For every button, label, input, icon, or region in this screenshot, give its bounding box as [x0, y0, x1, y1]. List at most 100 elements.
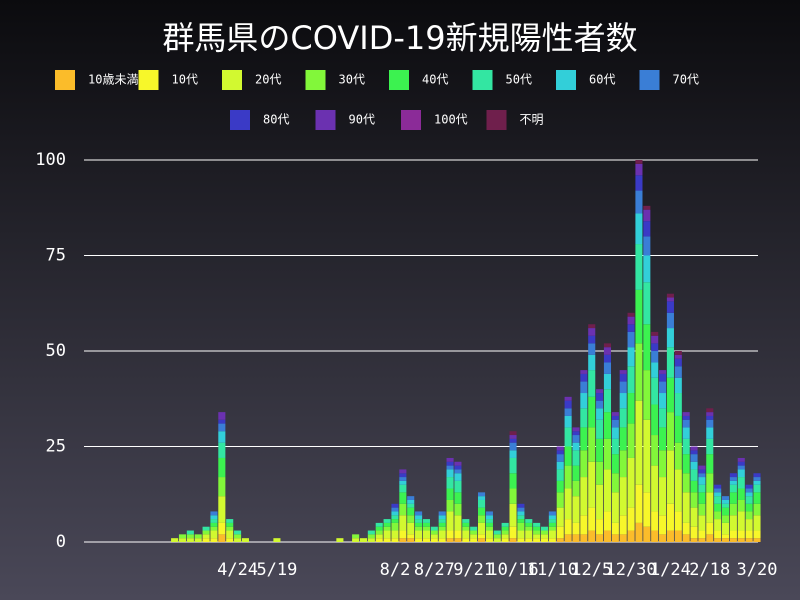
bar-segment: [478, 496, 486, 500]
legend-swatch: [556, 70, 576, 90]
bar-segment: [721, 522, 730, 535]
bar-segment: [446, 465, 454, 470]
bar-segment: [218, 412, 226, 420]
bar-segment: [643, 282, 651, 325]
bar-segment: [706, 419, 714, 428]
legend-label: 30代: [339, 73, 365, 87]
bar-segment: [651, 377, 659, 405]
bar-segment: [391, 511, 399, 516]
bar-segment: [454, 461, 462, 466]
bar-segment: [454, 503, 462, 516]
bar-segment: [690, 469, 698, 481]
bar-segment: [674, 358, 682, 367]
bar-segment: [611, 438, 619, 455]
bar-segment: [596, 393, 604, 401]
bar-segment: [399, 473, 407, 478]
bar-segment: [454, 469, 462, 474]
bar-segment: [517, 515, 525, 520]
legend-label: 20代: [255, 73, 281, 87]
bar-segment: [501, 522, 509, 527]
bar-segment: [690, 538, 698, 542]
bar-segment: [643, 370, 651, 420]
bar-segment: [564, 408, 572, 416]
bar-segment: [572, 435, 580, 443]
bar-segment: [422, 522, 430, 527]
bar-segment: [525, 522, 533, 527]
bar-segment: [706, 415, 714, 420]
bar-segment: [603, 438, 612, 470]
bar-segment: [548, 530, 556, 539]
bar-segment: [194, 538, 202, 542]
bar-segment: [659, 408, 667, 428]
bar-segment: [596, 389, 604, 394]
legend-label: 70代: [673, 73, 699, 87]
bar-segment: [470, 538, 478, 542]
bar-segment: [714, 503, 722, 512]
bar-segment: [391, 503, 399, 508]
bar-segment: [580, 450, 588, 478]
bar-segment: [430, 538, 438, 542]
bar-segment: [603, 511, 612, 531]
bar-segment: [533, 530, 541, 535]
bar-segment: [627, 312, 635, 317]
bar-segment: [619, 370, 627, 374]
bar-segment: [603, 373, 612, 390]
bar-segment: [635, 400, 643, 485]
bar-segment: [446, 538, 454, 542]
bar-segment: [517, 503, 525, 508]
bar-segment: [454, 473, 462, 481]
bar-segment: [564, 396, 572, 401]
legend-label: 不明: [520, 113, 544, 127]
bar-segment: [478, 492, 486, 497]
bar-segment: [509, 503, 517, 527]
legend-label: 90代: [349, 113, 375, 127]
bar-segment: [399, 469, 407, 474]
bar-segment: [572, 427, 580, 432]
bar-segment: [383, 519, 391, 523]
bar-segment: [651, 435, 659, 466]
bar-segment: [753, 515, 761, 531]
bar-segment: [651, 343, 659, 351]
bar-segment: [627, 423, 635, 458]
bar-segment: [753, 503, 761, 516]
bar-segment: [651, 331, 659, 336]
bar-segment: [391, 538, 399, 542]
bar-segment: [690, 526, 698, 539]
bar-segment: [619, 373, 627, 382]
bar-segment: [226, 538, 234, 542]
bar-segment: [564, 415, 572, 428]
bar-segment: [509, 442, 517, 451]
bar-segment: [745, 484, 753, 489]
bar-segment: [564, 488, 572, 520]
bar-segment: [651, 530, 659, 542]
bar-segment: [509, 473, 517, 489]
bar-segment: [572, 465, 580, 481]
bar-segment: [454, 492, 462, 504]
bar-segment: [706, 438, 714, 455]
legend-swatch: [486, 110, 507, 130]
bar-segment: [509, 438, 517, 443]
x-tick-label: 1/24: [650, 560, 691, 580]
bar-segment: [446, 469, 454, 478]
bar-segment: [580, 515, 588, 535]
bar-segment: [635, 343, 643, 401]
bar-segment: [580, 408, 588, 428]
bar-segment: [525, 538, 533, 542]
bar-segment: [352, 538, 360, 542]
bar-segment: [737, 461, 745, 466]
bar-segment: [721, 496, 730, 500]
bar-segment: [234, 530, 242, 535]
legend-swatch: [401, 110, 421, 130]
bar-segment: [714, 492, 722, 497]
bar-segment: [596, 408, 604, 420]
bar-segment: [706, 427, 714, 439]
bar-segment: [659, 515, 667, 535]
bar-segment: [666, 312, 674, 329]
bar-segment: [706, 522, 714, 535]
bar-segment: [611, 473, 619, 493]
bar-segment: [383, 522, 391, 527]
bar-segment: [706, 473, 714, 493]
bar-segment: [485, 522, 493, 527]
bar-segment: [446, 530, 454, 539]
bar-segment: [674, 469, 682, 512]
